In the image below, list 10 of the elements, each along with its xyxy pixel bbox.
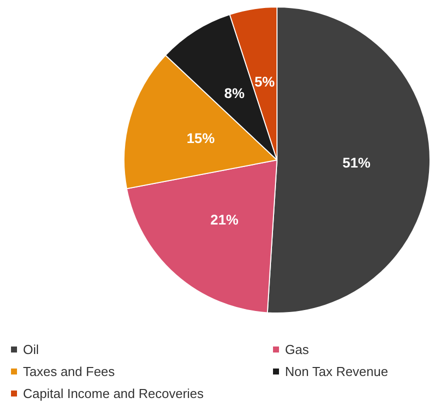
data-label: 8% (224, 84, 246, 101)
legend-label: Gas (285, 342, 310, 357)
data-label: 51% (342, 154, 372, 170)
data-label: 5% (254, 73, 276, 90)
data-label: 15% (186, 130, 216, 146)
legend-label: Taxes and Fees (23, 364, 116, 379)
legend-label: Oil (23, 342, 39, 357)
legend-label: Capital Income and Recoveries (23, 386, 204, 401)
data-label: 21% (210, 212, 239, 228)
legend-label: Non Tax Revenue (285, 364, 388, 379)
